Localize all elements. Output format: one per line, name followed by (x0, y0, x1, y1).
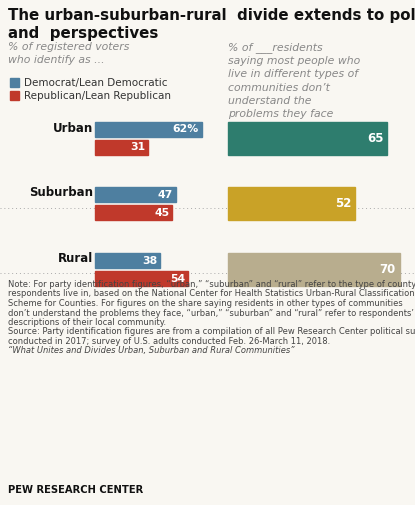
Bar (10, 78, 19, 87)
Text: Democrat/Lean Democratic: Democrat/Lean Democratic (24, 78, 168, 88)
Text: 38: 38 (142, 256, 157, 266)
Text: % of registered voters
who identify as ...: % of registered voters who identify as .… (8, 42, 129, 65)
Text: 70: 70 (379, 263, 395, 276)
Text: Scheme for Counties. For figures on the share saying residents in other types of: Scheme for Counties. For figures on the … (8, 299, 403, 308)
Bar (95, 253, 160, 268)
Text: 31: 31 (130, 142, 145, 153)
Text: descriptions of their local community.: descriptions of their local community. (8, 318, 166, 327)
Bar (228, 253, 400, 286)
Text: Suburban: Suburban (29, 186, 93, 199)
Text: don’t understand the problems they face, “urban,” “suburban” and “rural” refer t: don’t understand the problems they face,… (8, 309, 414, 318)
Text: respondents live in, based on the National Center for Health Statistics Urban-Ru: respondents live in, based on the Nation… (8, 289, 415, 298)
Text: 54: 54 (170, 274, 185, 283)
Text: Rural: Rural (58, 252, 93, 266)
Text: Republican/Lean Republican: Republican/Lean Republican (24, 91, 171, 101)
Bar (95, 122, 202, 137)
Text: % of ___residents
saying most people who
live in different types of
communities : % of ___residents saying most people who… (228, 42, 360, 119)
Bar (95, 140, 148, 155)
Bar (228, 122, 387, 155)
Text: “What Unites and Divides Urban, Suburban and Rural Communities”: “What Unites and Divides Urban, Suburban… (8, 346, 295, 356)
Text: 47: 47 (158, 189, 173, 199)
Text: PEW RESEARCH CENTER: PEW RESEARCH CENTER (8, 485, 143, 495)
Text: 45: 45 (154, 208, 169, 218)
Bar (95, 205, 172, 220)
Text: Source: Party identification figures are from a compilation of all Pew Research : Source: Party identification figures are… (8, 328, 415, 336)
Text: conducted in 2017; survey of U.S. adults conducted Feb. 26-March 11, 2018.: conducted in 2017; survey of U.S. adults… (8, 337, 330, 346)
Bar (95, 271, 188, 286)
Bar (228, 187, 355, 220)
Text: 52: 52 (335, 197, 352, 210)
Text: The urban-suburban-rural  divide extends to politics
and  perspectives: The urban-suburban-rural divide extends … (8, 8, 415, 41)
Text: 65: 65 (367, 132, 383, 145)
Text: Note: For party identification figures, “urban,” “suburban” and “rural” refer to: Note: For party identification figures, … (8, 280, 415, 289)
Bar (95, 187, 176, 202)
Text: Urban: Urban (53, 122, 93, 134)
Bar (10, 91, 19, 100)
Text: 62%: 62% (172, 125, 199, 134)
